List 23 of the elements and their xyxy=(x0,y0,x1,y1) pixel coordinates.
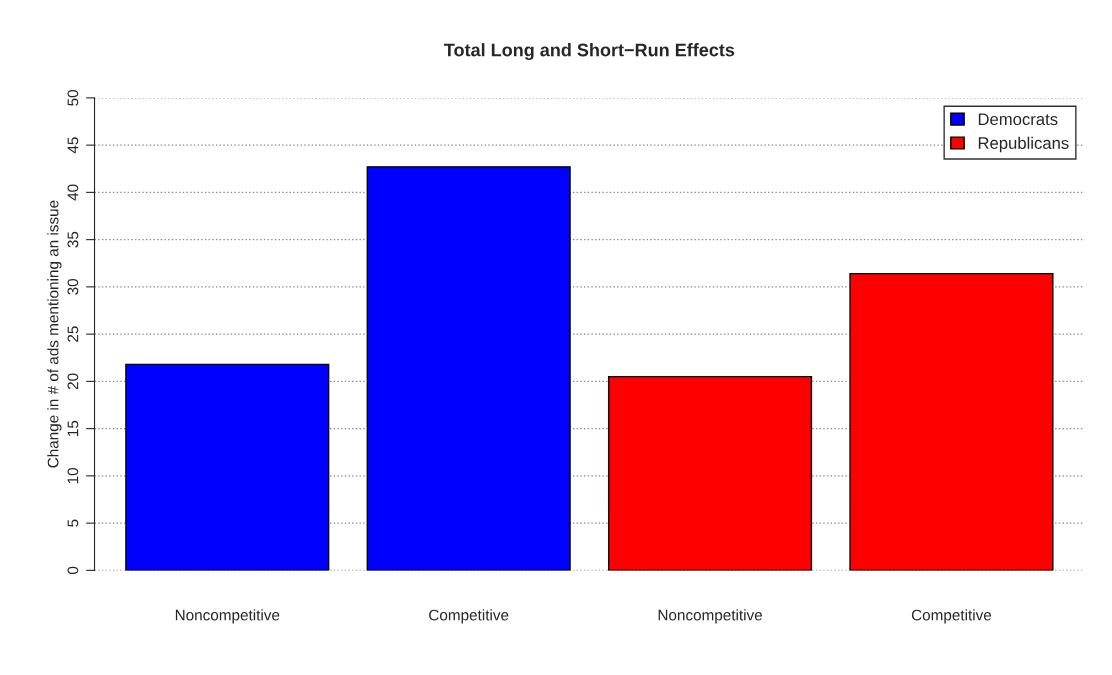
y-axis-title: Change in # of ads mentioning an issue xyxy=(47,200,62,468)
bar xyxy=(849,272,1054,571)
y-tick-label: 5 xyxy=(67,519,79,527)
chart-title: Total Long and Short−Run Effects xyxy=(444,43,735,61)
y-tick-label: 45 xyxy=(67,137,79,154)
y-tick-label: 30 xyxy=(67,278,79,295)
legend-label: Democrats xyxy=(978,113,1058,126)
y-tick-label: 35 xyxy=(67,231,79,248)
bar xyxy=(125,363,330,571)
y-tick-label: 0 xyxy=(67,566,79,575)
y-tick-label: 50 xyxy=(67,89,79,106)
bar xyxy=(366,166,571,571)
bar xyxy=(607,375,813,571)
x-tick-label: Competitive xyxy=(429,609,509,624)
x-tick-label: Competitive xyxy=(911,609,992,624)
y-tick-label: 40 xyxy=(67,184,79,201)
y-tick-label: 20 xyxy=(67,373,79,390)
y-tick-label: 10 xyxy=(67,467,79,484)
legend-label: Republicans xyxy=(978,136,1069,153)
x-tick-label: Noncompetitive xyxy=(175,609,280,624)
x-tick-label: Noncompetitive xyxy=(658,609,763,624)
y-tick-label: 15 xyxy=(67,420,79,436)
y-tick-label: 25 xyxy=(67,326,79,342)
